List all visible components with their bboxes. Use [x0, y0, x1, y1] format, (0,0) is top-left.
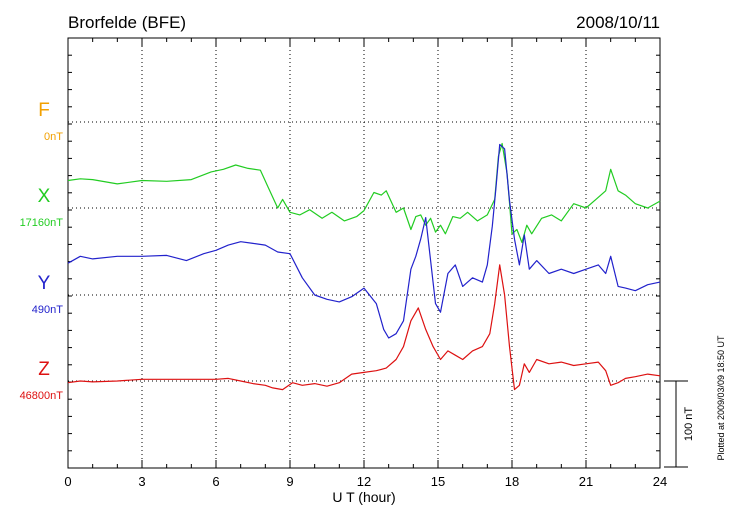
series-baseline-f: 0nT	[44, 131, 63, 143]
x-tick-label: 3	[138, 474, 145, 489]
series-name-z: Z	[38, 359, 50, 380]
series-line-y	[67, 143, 661, 339]
scale-bar: 100 nT	[664, 380, 695, 468]
x-tick-label: 0	[64, 474, 71, 489]
grid	[68, 38, 660, 468]
plotted-note: Plotted at 2009/03/09 18:50 UT	[716, 335, 726, 461]
series-lines	[67, 142, 661, 391]
x-tick-label: 6	[212, 474, 219, 489]
station-title: Brorfelde (BFE)	[68, 13, 186, 32]
series-baseline-y: 490nT	[32, 304, 63, 316]
x-tick-labels: 0 3 6 9 12 15 18 21 24	[64, 474, 667, 489]
series-name-x: X	[38, 186, 51, 207]
x-tick-label: 18	[505, 474, 519, 489]
x-tick-label: 9	[286, 474, 293, 489]
x-axis-label: U T (hour)	[332, 489, 395, 505]
series-line-z	[67, 264, 661, 391]
series-name-f: F	[38, 100, 50, 121]
date-label: 2008/10/11	[576, 13, 660, 32]
x-tick-label: 15	[431, 474, 445, 489]
scale-label: 100 nT	[683, 407, 695, 442]
axis-ticks	[67, 37, 661, 469]
series-baseline-z: 46800nT	[20, 390, 64, 402]
series-name-y: Y	[38, 273, 51, 294]
component-labels: F 0nT X 17160nT Y 490nT Z 46800nT	[20, 100, 64, 402]
x-tick-label: 24	[653, 474, 667, 489]
series-baseline-x: 17160nT	[20, 217, 64, 229]
series-line-x	[67, 142, 661, 243]
x-tick-label: 21	[579, 474, 593, 489]
x-tick-label: 12	[357, 474, 371, 489]
